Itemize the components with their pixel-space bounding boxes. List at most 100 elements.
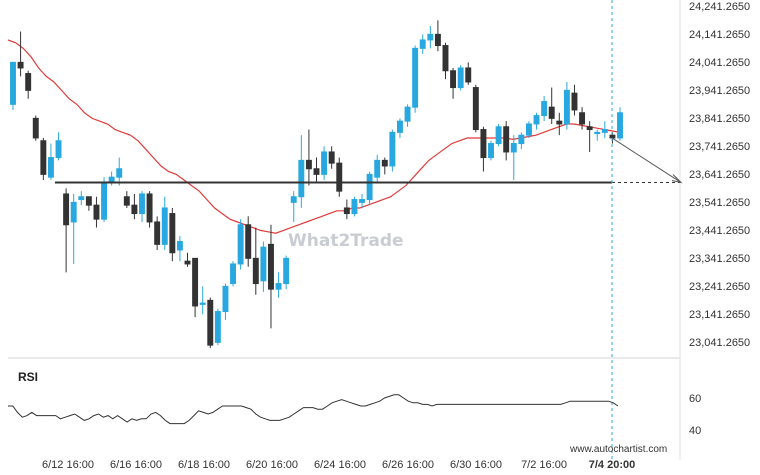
candle bbox=[10, 61, 16, 110]
rsi-tick-label: 60 bbox=[689, 393, 701, 405]
time-tick-label: 6/24 16:00 bbox=[314, 459, 366, 471]
candle bbox=[321, 146, 328, 180]
rsi-tick-label: 40 bbox=[689, 425, 701, 437]
candle-body bbox=[503, 126, 510, 153]
candle-body bbox=[222, 285, 229, 313]
time-tick-label: 6/30 16:00 bbox=[450, 459, 502, 471]
candle bbox=[222, 283, 229, 320]
price-tick-label: 23,841.2650 bbox=[689, 113, 750, 125]
candle bbox=[518, 132, 525, 150]
candle bbox=[525, 121, 532, 138]
candle-body bbox=[237, 224, 244, 265]
candle bbox=[169, 207, 176, 262]
candle bbox=[283, 255, 290, 290]
candle-body bbox=[594, 131, 601, 135]
candle-body bbox=[586, 126, 593, 131]
candle-body bbox=[298, 159, 305, 198]
candle-body bbox=[495, 126, 502, 145]
price-tick-label: 24,041.2650 bbox=[689, 57, 750, 69]
candle-body bbox=[563, 89, 570, 125]
candle-body bbox=[32, 117, 39, 139]
candle-body bbox=[571, 92, 578, 111]
candle-body bbox=[556, 120, 563, 125]
candle-body bbox=[252, 257, 259, 285]
candle bbox=[214, 308, 221, 346]
candle bbox=[25, 70, 32, 99]
time-tick-label: 7/4 20:00 bbox=[589, 459, 635, 471]
candle-body bbox=[192, 257, 199, 307]
candle bbox=[586, 121, 593, 152]
price-tick-label: 23,741.2650 bbox=[689, 141, 750, 153]
candle bbox=[351, 196, 358, 217]
candle-body bbox=[374, 159, 381, 178]
candle-body bbox=[123, 196, 130, 206]
candle-body bbox=[396, 120, 403, 133]
candle bbox=[427, 25, 434, 49]
candle bbox=[419, 34, 426, 54]
candle-body bbox=[480, 129, 487, 159]
candle bbox=[161, 196, 168, 250]
candle-body bbox=[78, 196, 85, 201]
candle-body bbox=[305, 159, 312, 170]
candle-body bbox=[488, 143, 494, 159]
price-tick-label: 24,241.2650 bbox=[689, 1, 750, 13]
rsi-panel: RSI 60 40 www.autochartist.com bbox=[8, 370, 701, 455]
candle bbox=[488, 140, 494, 161]
candle bbox=[617, 107, 623, 141]
rsi-polyline bbox=[8, 394, 619, 425]
rsi-title: RSI bbox=[18, 370, 38, 384]
candle bbox=[472, 84, 479, 133]
candle-body bbox=[321, 151, 328, 175]
candlesticks bbox=[10, 20, 623, 348]
candle bbox=[450, 67, 457, 99]
ma-line bbox=[7, 39, 621, 234]
price-tick-label: 23,941.2650 bbox=[689, 85, 750, 97]
time-axis-labels: 6/12 16:00 6/16 16:00 6/18 16:00 6/20 16:00… bbox=[42, 459, 635, 471]
candle bbox=[176, 235, 183, 262]
candle bbox=[601, 121, 608, 138]
candle bbox=[154, 216, 161, 250]
candle-body bbox=[359, 199, 365, 203]
time-tick-label: 6/18 16:00 bbox=[178, 459, 230, 471]
candle bbox=[495, 123, 502, 147]
time-tick-label: 6/16 16:00 bbox=[110, 459, 162, 471]
arrow-head bbox=[671, 174, 683, 184]
projection-arrow bbox=[611, 137, 683, 184]
candle-body bbox=[412, 47, 419, 108]
candle bbox=[336, 157, 343, 197]
candle-body bbox=[336, 162, 343, 192]
candle-body bbox=[268, 243, 274, 290]
candle-body bbox=[17, 61, 24, 69]
what2trade-logo: What2Trade bbox=[288, 231, 404, 251]
price-tick-label: 23,441.2650 bbox=[689, 225, 750, 237]
candle-body bbox=[176, 241, 183, 251]
candle-body bbox=[518, 134, 525, 145]
candle-body bbox=[381, 159, 388, 167]
candle-body bbox=[214, 311, 221, 343]
candle-body bbox=[275, 283, 282, 290]
candle-body bbox=[40, 140, 47, 175]
candle bbox=[404, 104, 411, 127]
candle-body bbox=[609, 134, 616, 139]
price-tick-label: 23,641.2650 bbox=[689, 169, 750, 181]
candle bbox=[503, 121, 510, 161]
candle-body bbox=[139, 193, 145, 215]
candle-body bbox=[548, 106, 555, 119]
candle-body bbox=[579, 112, 586, 125]
candle-body bbox=[472, 87, 479, 131]
candle-body bbox=[617, 112, 623, 139]
candle-body bbox=[366, 173, 373, 201]
candle-body bbox=[154, 221, 161, 245]
candle-body bbox=[283, 257, 290, 285]
candle bbox=[442, 42, 449, 80]
candle bbox=[192, 257, 199, 318]
candle bbox=[510, 135, 517, 180]
candle bbox=[116, 157, 123, 186]
candle-body bbox=[245, 224, 252, 259]
candle bbox=[78, 191, 85, 206]
candle-body bbox=[230, 263, 237, 285]
candle bbox=[579, 107, 586, 130]
candle-body bbox=[389, 131, 396, 167]
candle bbox=[343, 199, 350, 220]
